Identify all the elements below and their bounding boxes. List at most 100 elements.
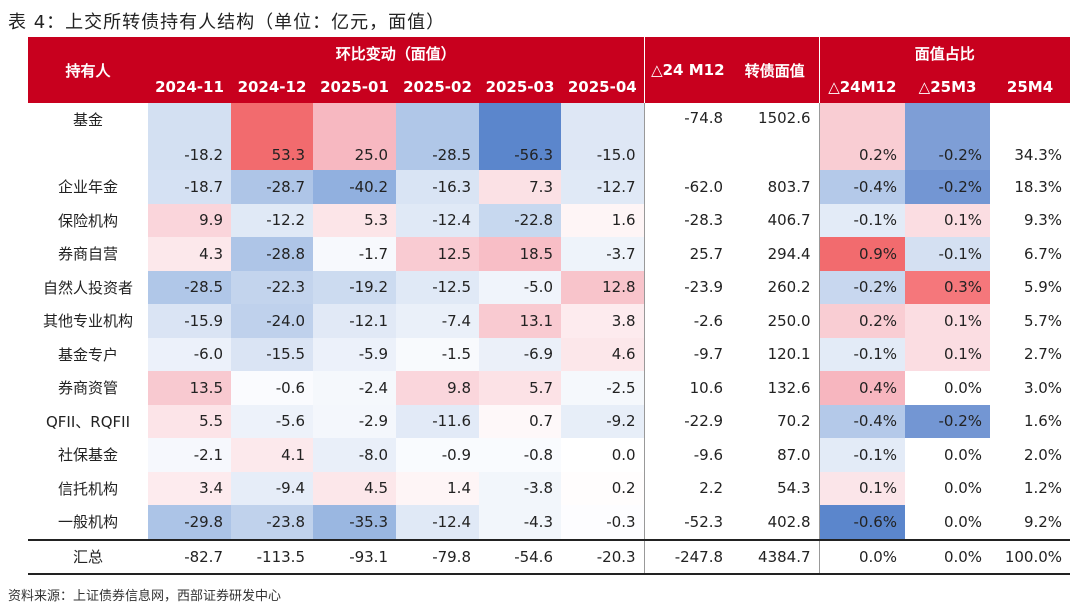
share-cell: 0.2% — [818, 103, 906, 170]
source-note: 资料来源：上证债券信息网，西部证券研发中心 — [8, 589, 282, 604]
month-change-cell: -28.5 — [148, 270, 231, 304]
month-change-cell: -8.0 — [313, 438, 396, 472]
month-change-cell: -5.9 — [313, 337, 396, 371]
header-month: 2025-02 — [396, 70, 479, 103]
holder-name: 保险机构 — [57, 211, 118, 230]
share-cell: 0.9% — [818, 237, 906, 271]
share-cell: 0.1% — [905, 304, 991, 338]
share-cell: -0.2% — [905, 404, 991, 438]
face-value-cell: 406.7 — [767, 211, 811, 230]
month-change-cell: -0.3 — [561, 505, 645, 540]
holder-name: QFII、RQFII — [46, 412, 130, 431]
holder-name: 自然人投资者 — [42, 278, 133, 297]
delta24-cell: -62.0 — [643, 170, 732, 204]
face-value-cell: 294.4 — [767, 244, 811, 263]
month-change-cell: -40.2 — [313, 170, 396, 204]
delta24-cell: -28.3 — [643, 203, 732, 237]
total-month-cell: -93.1 — [313, 538, 396, 575]
holder-name: 基金专户 — [57, 345, 118, 364]
month-change-cell: -12.2 — [231, 203, 313, 237]
holder-structure-table: 持有人 环比变动（面值） △24 M12 转债面值 面值占比 2024-11 2… — [28, 37, 1071, 575]
face-value-cell: 132.6 — [767, 378, 811, 397]
month-change-cell: -56.3 — [479, 103, 561, 170]
month-change-cell: -12.4 — [396, 203, 479, 237]
share-cell: 2.7% — [990, 337, 1071, 371]
month-change-cell: -18.2 — [148, 103, 231, 170]
table-row: 券商自营 4.3 -28.8 -1.7 12.5 18.5 -3.7 25.7 294.4 0.9… — [28, 237, 1071, 271]
delta24-cell: 25.7 — [643, 237, 732, 271]
header-share-col: △25M3 — [905, 70, 991, 103]
share-cell: 9.3% — [990, 203, 1071, 237]
month-change-cell: 0.7 — [479, 404, 561, 438]
holder-name: 券商资管 — [57, 379, 118, 398]
month-change-cell: 53.3 — [231, 103, 313, 170]
holder-name: 企业年金 — [57, 178, 118, 197]
header-delta24: △24 M12 — [643, 37, 732, 103]
total-month-cell: -79.8 — [396, 538, 479, 575]
share-cell: 0.1% — [905, 337, 991, 371]
month-change-cell: -12.4 — [396, 505, 479, 540]
delta24-cell: -23.9 — [643, 270, 732, 304]
month-change-cell: -3.8 — [479, 471, 561, 505]
header-group-share: 面值占比 — [818, 37, 1071, 70]
table-body: 基金 -18.2 53.3 25.0 -28.5 -56.3 -15.0 -74.8 1502.… — [28, 103, 1071, 575]
month-change-cell: -23.8 — [231, 505, 313, 540]
month-change-cell: -2.4 — [313, 371, 396, 405]
header-share-col: △24M12 — [818, 70, 906, 103]
share-cell: 18.3% — [990, 170, 1071, 204]
header-month: 2025-01 — [313, 70, 396, 103]
month-change-cell: -28.8 — [231, 237, 313, 271]
total-share-cell: 0.0% — [905, 538, 991, 575]
month-change-cell: -3.7 — [561, 237, 645, 271]
table-row: 信托机构 3.4 -9.4 4.5 1.4 -3.8 0.2 2.2 54.3 0.1% 0.0% 1… — [28, 471, 1071, 505]
share-cell: 0.1% — [905, 203, 991, 237]
month-change-cell: 7.3 — [479, 170, 561, 204]
month-change-cell: -15.5 — [231, 337, 313, 371]
month-change-cell: -15.0 — [561, 103, 645, 170]
share-cell: 5.7% — [990, 304, 1071, 338]
month-change-cell: -18.7 — [148, 170, 231, 204]
month-change-cell: -1.7 — [313, 237, 396, 271]
total-month-cell: -113.5 — [231, 538, 313, 575]
month-change-cell: -0.9 — [396, 438, 479, 472]
share-cell: 2.0% — [990, 438, 1071, 472]
share-cell: -0.1% — [818, 337, 906, 371]
month-change-cell: 4.3 — [148, 237, 231, 271]
month-change-cell: -0.8 — [479, 438, 561, 472]
share-cell: 34.3% — [990, 103, 1071, 170]
month-change-cell: 3.4 — [148, 471, 231, 505]
face-value-cell: 402.8 — [767, 512, 811, 531]
month-change-cell: -12.5 — [396, 270, 479, 304]
month-change-cell: -2.1 — [148, 438, 231, 472]
share-cell: 1.6% — [990, 404, 1071, 438]
face-value-cell: 250.0 — [767, 311, 811, 330]
share-cell: 3.0% — [990, 371, 1071, 405]
share-cell: -0.1% — [905, 237, 991, 271]
month-change-cell: -2.9 — [313, 404, 396, 438]
month-change-cell: 25.0 — [313, 103, 396, 170]
month-change-cell: 9.8 — [396, 371, 479, 405]
face-value-cell: 70.2 — [777, 412, 811, 431]
table-row: QFII、RQFII 5.5 -5.6 -2.9 -11.6 0.7 -9.2 -22.9 70… — [28, 404, 1071, 438]
holder-name: 其他专业机构 — [42, 312, 133, 331]
month-change-cell: -6.0 — [148, 337, 231, 371]
face-value-cell: 54.3 — [777, 479, 811, 498]
table-row: 一般机构 -29.8 -23.8 -35.3 -12.4 -4.3 -0.3 -52.3 402… — [28, 505, 1071, 540]
total-month-cell: -54.6 — [479, 538, 561, 575]
face-value-cell: 120.1 — [767, 345, 811, 364]
delta24-cell: 2.2 — [643, 471, 732, 505]
share-cell: 0.0% — [905, 471, 991, 505]
table-row: 基金 -18.2 53.3 25.0 -28.5 -56.3 -15.0 -74.8 1502.… — [28, 103, 1071, 170]
month-change-cell: -11.6 — [396, 404, 479, 438]
month-change-cell: 0.0 — [561, 438, 645, 472]
month-change-cell: 18.5 — [479, 237, 561, 271]
month-change-cell: 3.8 — [561, 304, 645, 338]
share-cell: 0.0% — [905, 505, 991, 540]
table-row: 社保基金 -2.1 4.1 -8.0 -0.9 -0.8 0.0 -9.6 87.0 -0.1% 0… — [28, 438, 1071, 472]
share-cell: -0.6% — [818, 505, 906, 540]
delta24-cell: -74.8 — [643, 103, 732, 170]
month-change-cell: 1.4 — [396, 471, 479, 505]
month-change-cell: 13.1 — [479, 304, 561, 338]
month-change-cell: -15.9 — [148, 304, 231, 338]
month-change-cell: 5.5 — [148, 404, 231, 438]
